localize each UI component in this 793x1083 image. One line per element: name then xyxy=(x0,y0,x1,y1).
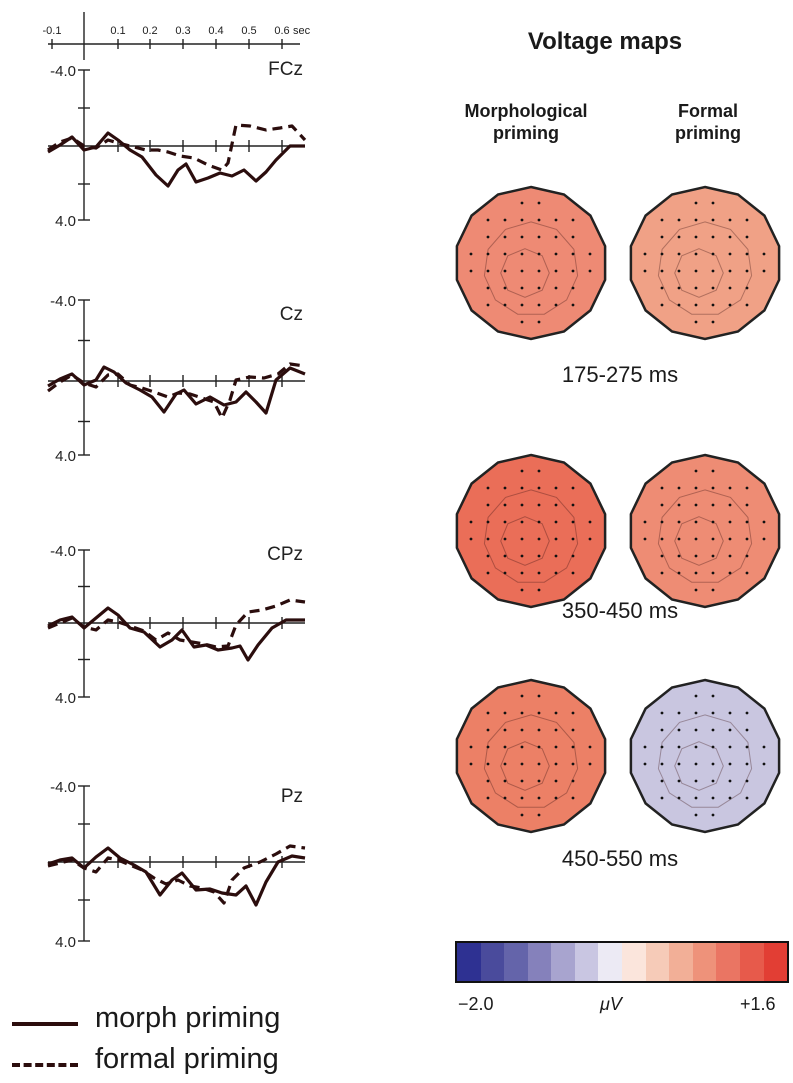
colorbar-swatch xyxy=(574,943,599,981)
colorbar-min-label: −2.0 xyxy=(458,994,494,1014)
voltage-map-morph-2 xyxy=(455,453,607,609)
time-tick-label: 0.5 xyxy=(241,25,256,37)
time-tick-label: 0.6 xyxy=(274,25,289,37)
formal-priming-waveform xyxy=(47,123,307,172)
time-unit-label: sec xyxy=(293,25,311,37)
colorbar xyxy=(455,941,789,983)
time-tick-label: 0.2 xyxy=(142,25,157,37)
channel-label: CPz xyxy=(267,544,303,565)
voltage-map-morph-3 xyxy=(455,678,607,834)
voltage-map-morph-1 xyxy=(455,185,607,341)
topographic-maps xyxy=(455,185,781,834)
formal-priming-legend-line xyxy=(12,1063,78,1067)
time-window-label-2: 350-450 ms xyxy=(561,598,679,623)
y-axis-bottom-label: 4.0 xyxy=(55,213,76,230)
colorbar-swatch xyxy=(598,943,623,981)
colorbar-swatch xyxy=(504,943,528,981)
colorbar-swatch xyxy=(763,943,788,981)
colorbar-swatch xyxy=(716,943,740,981)
morph-priming-waveform xyxy=(47,606,305,662)
voltage-map-formal-2 xyxy=(629,453,781,609)
colorbar-swatch xyxy=(527,943,552,981)
formal-priming-waveform xyxy=(47,598,306,649)
colorbar-swatch xyxy=(669,943,693,981)
colorbar-swatch xyxy=(739,943,764,981)
voltage-map-formal-1 xyxy=(629,185,781,341)
morph-priming-waveform xyxy=(47,365,306,415)
time-tick-label: 0.3 xyxy=(175,25,190,37)
morph-priming-waveform xyxy=(47,846,306,907)
morph-priming-legend-line xyxy=(12,1022,78,1026)
colorbar-swatch xyxy=(551,943,575,981)
formal-priming-legend-label: formal priming xyxy=(95,1043,279,1075)
colorbar-swatch xyxy=(692,943,717,981)
morph-priming-legend-label: morph priming xyxy=(95,1002,281,1034)
y-axis-top-label: -4.0 xyxy=(50,543,76,560)
formal-priming-header: Formal priming xyxy=(675,101,741,143)
y-axis-top-label: -4.0 xyxy=(50,293,76,310)
colorbar-swatch xyxy=(645,943,670,981)
erp-panel-fcz: -4.0 4.0 FCz xyxy=(47,59,307,230)
morphological-priming-header: Morphological priming xyxy=(464,101,588,143)
colorbar-max-label: +1.6 xyxy=(740,994,776,1014)
time-window-label-1: 175-275 ms xyxy=(561,362,679,387)
y-axis-bottom-label: 4.0 xyxy=(55,448,76,465)
time-tick-label: 0.4 xyxy=(208,25,223,37)
colorbar-swatch xyxy=(622,943,646,981)
voltage-map-formal-3 xyxy=(629,678,781,834)
y-axis-bottom-label: 4.0 xyxy=(55,690,76,707)
colorbar-swatch xyxy=(457,943,481,981)
time-window-label-3: 450-550 ms xyxy=(561,846,679,871)
y-axis-bottom-label: 4.0 xyxy=(55,934,76,951)
channel-label: Cz xyxy=(280,304,303,325)
colorbar-swatch xyxy=(480,943,505,981)
time-tick-label: -0.1 xyxy=(43,25,62,37)
channel-label: FCz xyxy=(268,59,303,80)
morph-priming-waveform xyxy=(47,131,305,188)
formal-priming-waveform xyxy=(47,844,306,905)
y-axis-top-label: -4.0 xyxy=(50,63,76,80)
y-axis-top-label: -4.0 xyxy=(50,779,76,796)
erp-panel-cz: -4.0 4.0 Cz xyxy=(47,293,306,465)
time-tick-label: 0.1 xyxy=(110,25,125,37)
erp-panel-cpz: -4.0 4.0 CPz xyxy=(47,543,306,707)
colorbar-unit-label: μV xyxy=(600,994,622,1014)
erp-panel-pz: -4.0 4.0 Pz xyxy=(47,779,306,951)
voltage-maps-title: Voltage maps xyxy=(527,28,683,55)
channel-label: Pz xyxy=(281,786,303,807)
